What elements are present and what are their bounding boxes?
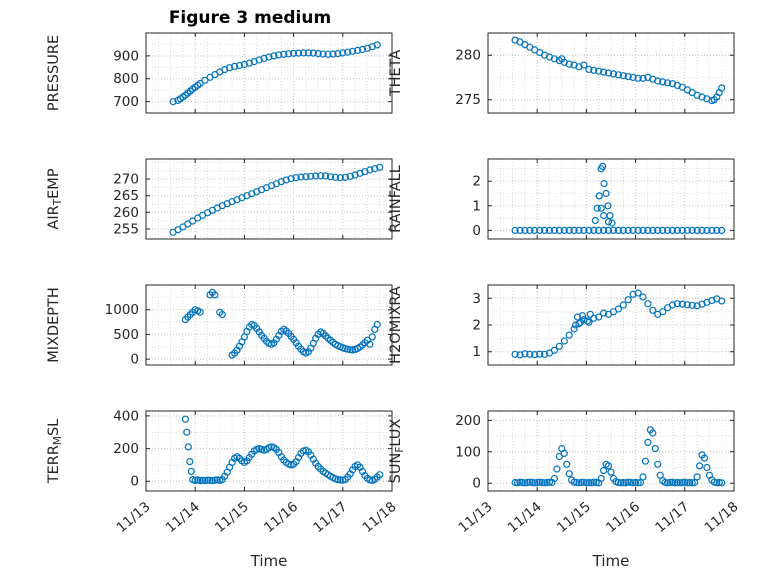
y-tick-labels: 700 800 900 [113, 48, 139, 110]
tick-marks [487, 411, 735, 491]
x-tick-labels: 11/13 11/14 11/15 11/16 11/17 11/18 [455, 499, 741, 536]
svg-text:260: 260 [113, 205, 139, 221]
chart-h2omixra: 1 2 3 H2OMIXRA [388, 284, 735, 366]
svg-text:0: 0 [472, 223, 481, 239]
svg-text:275: 275 [455, 92, 481, 108]
svg-text:200: 200 [455, 413, 481, 429]
tick-marks [145, 159, 393, 239]
chart-rainfall: 0 1 2 RAINFALL [388, 158, 735, 240]
tick-marks [487, 285, 735, 365]
svg-text:700: 700 [113, 94, 139, 110]
tick-marks [145, 285, 393, 365]
svg-text:11/17: 11/17 [652, 499, 692, 536]
svg-text:11/18: 11/18 [701, 499, 741, 536]
scatter-points [181, 415, 384, 485]
axes-box [145, 410, 393, 492]
svg-text:200: 200 [113, 441, 139, 457]
y-axis-label: AIRTEMP [46, 168, 64, 229]
tick-marks [145, 33, 393, 113]
svg-text:400: 400 [113, 408, 139, 424]
svg-text:11/13: 11/13 [113, 499, 153, 536]
x-axis-label-right: Time [592, 552, 630, 570]
y-tick-labels: 0 1 2 [472, 174, 481, 239]
scatter-points [181, 288, 381, 359]
svg-text:11/16: 11/16 [261, 499, 301, 536]
svg-text:0: 0 [130, 352, 139, 368]
y-axis-label: RAINFALL [388, 165, 404, 233]
y-axis-label: SUNFLUX [388, 419, 406, 484]
y-axis-label: THETA [388, 50, 404, 98]
y-tick-labels: 275 280 [455, 48, 481, 108]
svg-text:2: 2 [472, 174, 481, 190]
y-axis-label: TERRMSL [46, 419, 64, 485]
y-axis-label: H2OMIXRA [388, 286, 404, 364]
svg-text:11/13: 11/13 [455, 499, 495, 536]
tick-marks [487, 33, 735, 113]
axes-box [487, 32, 735, 114]
svg-text:1: 1 [472, 344, 481, 360]
chart-theta: 275 280 THETA [388, 32, 735, 114]
y-axis-label: PRESSURE [46, 35, 62, 111]
svg-text:11/14: 11/14 [163, 499, 203, 536]
svg-text:0: 0 [130, 474, 139, 490]
tick-marks [487, 159, 735, 239]
tick-marks [145, 411, 393, 491]
svg-text:11/17: 11/17 [310, 499, 350, 536]
scatter-points [511, 426, 726, 487]
svg-text:11/15: 11/15 [212, 499, 252, 536]
axes-box [145, 158, 393, 240]
svg-text:11/14: 11/14 [505, 499, 545, 536]
figure-title: Figure 3 medium [168, 8, 332, 28]
svg-text:255: 255 [113, 222, 139, 238]
y-tick-labels: 0 500 1000 [105, 302, 139, 367]
svg-text:2: 2 [472, 318, 481, 334]
svg-text:270: 270 [113, 172, 139, 188]
chart-pressure: 700 800 900 PRESSURE [46, 32, 393, 114]
y-axis-label: MIXDEPTH [46, 287, 62, 363]
axes-box [487, 158, 735, 240]
svg-text:11/16: 11/16 [603, 499, 643, 536]
axes-box [487, 410, 735, 492]
svg-text:0: 0 [472, 476, 481, 492]
scatter-points [511, 36, 726, 105]
scatter-points [511, 162, 726, 235]
x-tick-labels: 11/13 11/14 11/15 11/16 11/17 11/18 [113, 499, 399, 536]
svg-text:900: 900 [113, 48, 139, 64]
x-axis-label-left: Time [250, 552, 288, 570]
y-tick-labels: 1 2 3 [472, 291, 481, 360]
svg-text:280: 280 [455, 48, 481, 64]
y-tick-labels: 0 100 200 [455, 413, 481, 492]
svg-text:11/15: 11/15 [554, 499, 594, 536]
svg-text:500: 500 [113, 327, 139, 343]
axes-box [145, 32, 393, 114]
svg-text:1000: 1000 [105, 302, 139, 318]
svg-text:265: 265 [113, 188, 139, 204]
y-tick-labels: 0 200 400 [113, 408, 139, 489]
minor-gridlines [146, 33, 392, 113]
scatter-points [169, 163, 384, 236]
svg-text:100: 100 [455, 444, 481, 460]
chart-mixdepth: 0 500 1000 MIXDEPTH [46, 284, 393, 368]
svg-text:3: 3 [472, 291, 481, 307]
scatter-points [511, 289, 726, 359]
svg-text:800: 800 [113, 71, 139, 87]
chart-sun-flux: 0 100 200 11/13 11/14 11/15 11/16 11/17 11/18 SUN… [388, 410, 742, 536]
scatter-points [169, 41, 381, 106]
axes-box [145, 284, 393, 366]
svg-text:1: 1 [472, 198, 481, 214]
